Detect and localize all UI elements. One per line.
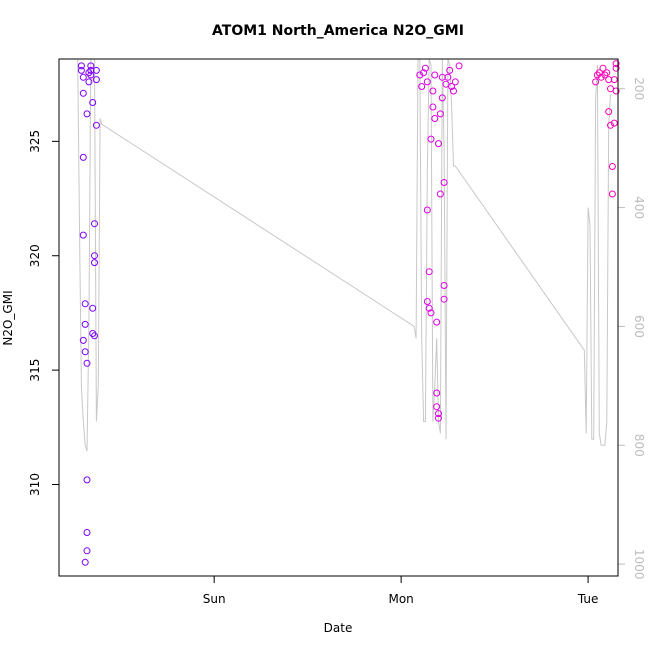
plot-layer: Sun Mon Tue 310 315 320 325 200 400 600 800 1000: [28, 59, 646, 606]
data-point: [418, 83, 426, 90]
data-point: [605, 108, 613, 116]
y2-tick-label: 1000: [632, 549, 646, 580]
data-point: [433, 318, 441, 326]
data-point: [608, 163, 616, 170]
x-tick-label: Tue: [577, 592, 599, 606]
data-point: [435, 140, 442, 148]
data-point: [433, 403, 441, 411]
data-point: [92, 76, 100, 84]
data-point: [612, 64, 620, 72]
data-point: [612, 87, 620, 95]
data-point: [91, 220, 98, 228]
data-point: [87, 62, 95, 70]
data-point: [592, 78, 600, 86]
plot-frame: [58, 58, 619, 577]
data-point: [87, 71, 95, 79]
data-point: [423, 298, 431, 305]
data-point: [79, 336, 87, 344]
data-point: [79, 231, 87, 239]
data-point: [435, 410, 442, 418]
data-point: [599, 64, 607, 72]
data-point: [610, 76, 618, 84]
data-point: [77, 66, 85, 74]
data-point: [81, 348, 89, 356]
y-tick-label: 315: [28, 359, 42, 382]
chart-title: ATOM1 North_America N2O_GMI: [212, 23, 464, 39]
data-point: [451, 78, 459, 86]
y-tick-label: 310: [28, 473, 42, 496]
data-point: [83, 529, 91, 536]
data-point: [448, 83, 456, 90]
data-point: [421, 64, 429, 72]
data-point: [83, 476, 91, 484]
data-point: [433, 389, 441, 397]
data-point: [450, 87, 457, 95]
data-point: [92, 121, 100, 129]
y-tick-label: 320: [28, 244, 42, 267]
data-point: [444, 73, 452, 81]
data-point: [89, 330, 97, 337]
data-point: [77, 62, 85, 70]
data-point: [610, 119, 618, 127]
data-point: [427, 309, 435, 317]
data-point: [81, 320, 89, 328]
y-axis-label: N2O_GMI: [1, 290, 15, 345]
data-point: [438, 94, 446, 102]
data-point: [427, 135, 435, 143]
data-point: [440, 179, 448, 186]
data-point: [425, 304, 433, 312]
data-point: [431, 71, 439, 79]
x-tick-label: Sun: [203, 592, 226, 606]
data-point: [597, 73, 605, 81]
data-point: [79, 153, 87, 161]
data-point: [423, 206, 431, 214]
data-point: [83, 547, 91, 555]
data-point: [91, 332, 98, 340]
data-point: [607, 121, 614, 129]
data-point: [91, 259, 98, 267]
data-point: [85, 69, 93, 77]
data-point: [81, 558, 89, 566]
y-tick-label: 325: [28, 130, 42, 153]
data-point: [612, 60, 620, 68]
data-point: [85, 78, 93, 86]
data-point: [429, 103, 437, 111]
data-point: [425, 268, 433, 276]
data-point: [440, 282, 448, 289]
data-point: [455, 62, 463, 70]
x-tick-label: Mon: [388, 592, 413, 606]
data-point: [423, 78, 431, 86]
y2-tick-label: 600: [632, 315, 646, 338]
data-point: [607, 85, 614, 93]
data-point: [593, 71, 601, 79]
data-point: [79, 73, 87, 81]
data-point: [440, 295, 448, 303]
x-axis-label: Date: [324, 621, 353, 635]
data-point: [83, 359, 91, 367]
data-point: [436, 110, 444, 118]
data-point: [429, 87, 437, 95]
data-point: [89, 304, 97, 312]
data-point: [601, 71, 609, 79]
data-point: [420, 69, 428, 77]
data-point: [446, 66, 454, 74]
pressure-line: [74, 59, 611, 452]
y2-tick-label: 200: [632, 77, 646, 100]
data-point: [435, 414, 442, 422]
data-point: [603, 69, 611, 77]
y2-tick-label: 800: [632, 434, 646, 457]
data-point: [89, 99, 97, 106]
data-point: [608, 190, 616, 198]
data-point: [431, 115, 439, 122]
data-point: [79, 89, 87, 97]
y2-tick-label: 400: [632, 196, 646, 219]
data-point: [91, 252, 98, 260]
data-point: [81, 300, 89, 308]
data-point: [436, 190, 444, 198]
data-point: [92, 66, 100, 74]
data-point: [416, 71, 424, 79]
data-point: [83, 110, 91, 118]
